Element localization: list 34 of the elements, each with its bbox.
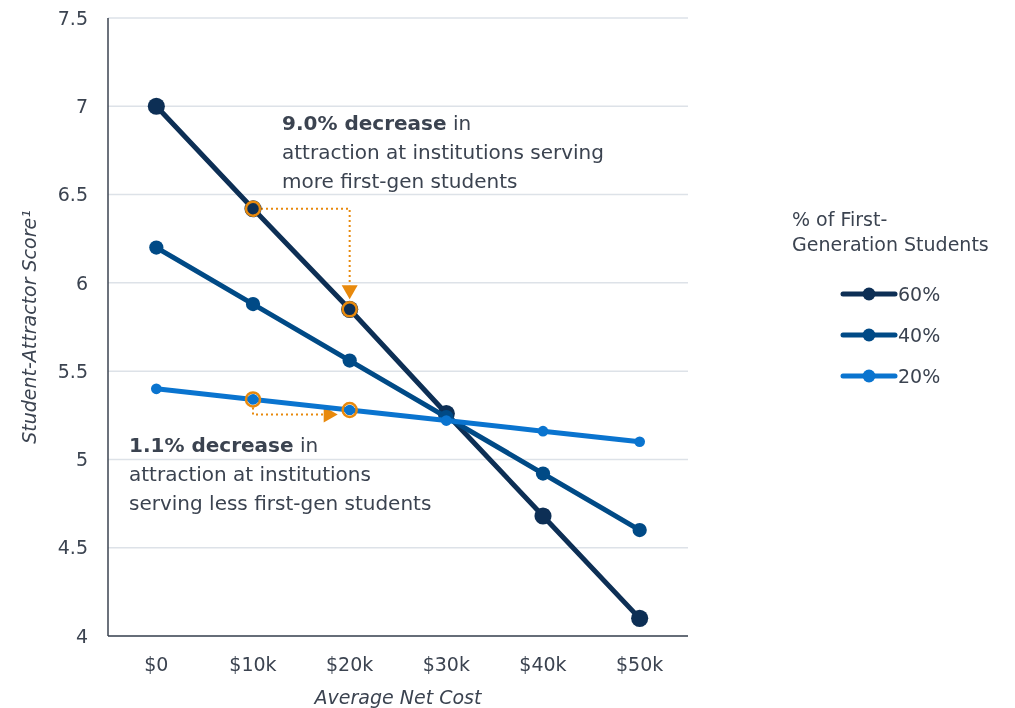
y-tick-label: 7.5 [57,6,88,29]
point [147,97,165,115]
x-axis-title: Average Net Cost [312,686,483,708]
x-tick-label: $10k [229,653,277,675]
legend-label: 20% [898,364,941,387]
point [342,353,357,368]
y-tick-label: 4 [75,624,88,647]
point [149,240,164,255]
y-tick-label: 5.5 [57,359,88,382]
point [440,415,452,426]
legend-title: % of First-Generation Students [792,208,989,255]
y-tick-label: 5 [75,448,88,471]
y-tick-label: 6.5 [57,183,88,206]
x-tick-label: $40k [519,653,567,675]
x-tick-label: $30k [422,653,470,675]
x-tick-label: $0 [144,653,169,675]
text: 1.1% decrease in attraction at institutions serving less first-gen students [129,433,432,515]
text: 9.0% decrease in attraction at institutions serving more first-gen students [282,111,604,193]
legend-label: 60% [898,282,941,305]
point [634,436,646,448]
point [534,507,552,525]
point [537,425,549,437]
point [245,296,261,312]
x-tick-label: $20k [326,653,374,675]
x-tick-label: $50k [616,653,664,675]
y-tick-label: 7 [75,94,88,117]
y-tick-label: 4.5 [57,536,88,559]
point [150,383,162,395]
y-axis-title: Student-Attractor Score¹ [18,210,40,444]
point [632,522,647,538]
y-tick-label: 6 [75,271,88,294]
legend-label: 40% [898,323,941,346]
point [535,466,551,481]
point [631,609,649,627]
